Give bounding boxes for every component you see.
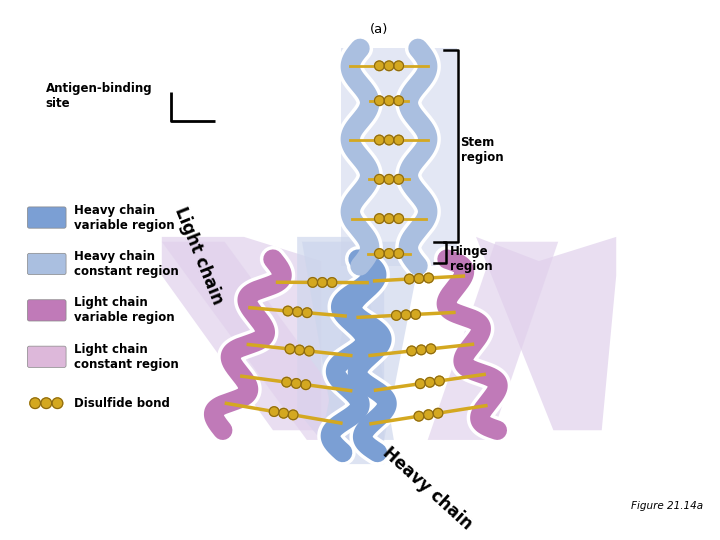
Circle shape xyxy=(411,309,420,319)
FancyBboxPatch shape xyxy=(27,253,66,275)
Circle shape xyxy=(282,377,292,387)
Circle shape xyxy=(394,96,403,105)
Polygon shape xyxy=(302,242,394,440)
Text: Light chain: Light chain xyxy=(171,205,227,308)
Circle shape xyxy=(414,274,424,284)
Polygon shape xyxy=(476,237,616,430)
Circle shape xyxy=(384,214,394,224)
Circle shape xyxy=(374,174,384,184)
Polygon shape xyxy=(428,242,558,440)
Circle shape xyxy=(288,410,298,420)
Circle shape xyxy=(384,135,394,145)
Circle shape xyxy=(308,278,318,287)
Text: Heavy chain: Heavy chain xyxy=(379,443,476,533)
Circle shape xyxy=(374,135,384,145)
Circle shape xyxy=(394,174,403,184)
Circle shape xyxy=(415,379,425,388)
Text: Heavy chain
variable region: Heavy chain variable region xyxy=(74,204,174,232)
Circle shape xyxy=(394,214,403,224)
Circle shape xyxy=(279,408,289,418)
Circle shape xyxy=(424,273,433,283)
Circle shape xyxy=(384,61,394,71)
Circle shape xyxy=(292,379,301,388)
FancyBboxPatch shape xyxy=(27,207,66,228)
Circle shape xyxy=(426,344,436,354)
Circle shape xyxy=(416,345,426,355)
Text: Light chain
variable region: Light chain variable region xyxy=(74,296,174,325)
Circle shape xyxy=(318,278,327,287)
Circle shape xyxy=(384,96,394,105)
Text: Hinge
region: Hinge region xyxy=(450,245,492,273)
FancyBboxPatch shape xyxy=(27,346,66,367)
Circle shape xyxy=(407,346,416,356)
Polygon shape xyxy=(162,242,369,440)
Circle shape xyxy=(394,61,403,71)
Circle shape xyxy=(305,346,314,356)
Text: Disulfide bond: Disulfide bond xyxy=(74,397,170,410)
Circle shape xyxy=(423,410,433,420)
Circle shape xyxy=(30,398,40,409)
Circle shape xyxy=(394,135,403,145)
Circle shape xyxy=(405,274,414,284)
Circle shape xyxy=(285,344,294,354)
Circle shape xyxy=(384,249,394,258)
Circle shape xyxy=(327,278,337,287)
Circle shape xyxy=(294,345,305,355)
Circle shape xyxy=(301,380,310,389)
Circle shape xyxy=(269,407,279,416)
Text: Stem
region: Stem region xyxy=(461,136,503,164)
Circle shape xyxy=(394,249,403,258)
Polygon shape xyxy=(321,242,423,440)
Circle shape xyxy=(414,411,423,421)
Polygon shape xyxy=(297,237,384,464)
Text: Figure 21.14a: Figure 21.14a xyxy=(631,501,703,510)
Circle shape xyxy=(374,214,384,224)
Text: (a): (a) xyxy=(369,23,388,36)
Circle shape xyxy=(435,376,444,386)
Circle shape xyxy=(52,398,63,409)
Circle shape xyxy=(283,306,293,316)
Circle shape xyxy=(374,61,384,71)
Polygon shape xyxy=(341,49,456,266)
Circle shape xyxy=(302,308,312,318)
Circle shape xyxy=(433,408,443,418)
Circle shape xyxy=(384,174,394,184)
Circle shape xyxy=(292,307,302,316)
Circle shape xyxy=(392,310,401,320)
Circle shape xyxy=(374,96,384,105)
Circle shape xyxy=(401,310,411,320)
Text: Heavy chain
constant region: Heavy chain constant region xyxy=(74,250,179,278)
Polygon shape xyxy=(162,237,321,430)
Text: Light chain
constant region: Light chain constant region xyxy=(74,343,179,371)
Circle shape xyxy=(374,249,384,258)
Text: Antigen-binding
site: Antigen-binding site xyxy=(46,82,153,110)
FancyBboxPatch shape xyxy=(27,300,66,321)
Circle shape xyxy=(41,398,52,409)
Circle shape xyxy=(425,377,435,387)
